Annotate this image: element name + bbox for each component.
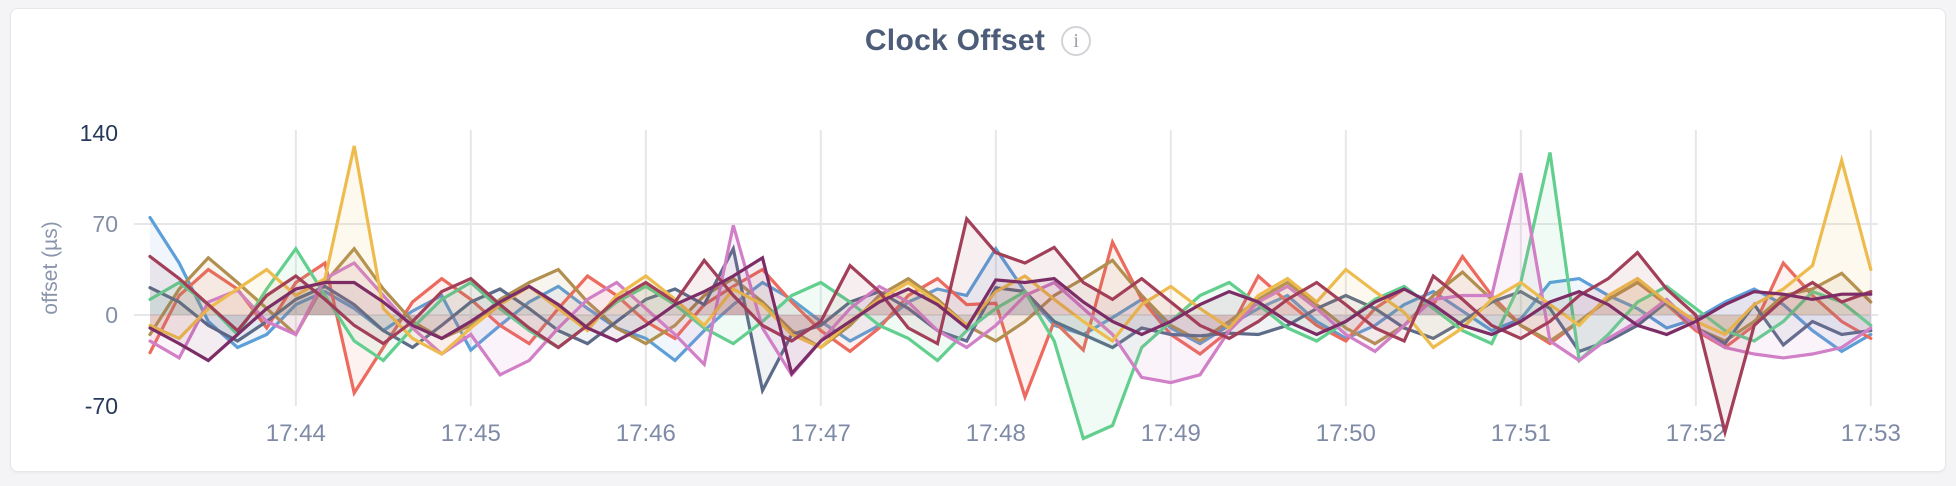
series-line-series-4-slate	[148, 243, 1873, 396]
x-tick-label: 17:52	[1666, 420, 1726, 447]
x-tick-label: 17:53	[1841, 420, 1901, 447]
y-tick-label: 140	[80, 120, 118, 146]
x-tick-label: 17:48	[966, 420, 1026, 447]
series-area-series-9-plum	[150, 257, 1871, 374]
series-area-series-2-salmon	[150, 242, 1871, 397]
series-area-series-5-green	[150, 152, 1871, 439]
series-area-series-8-maroon	[150, 218, 1871, 432]
x-tick-label: 17:44	[266, 420, 326, 447]
x-tick-label: 17:45	[441, 420, 501, 447]
chart-title: Clock Offset	[864, 24, 1046, 57]
y-tick-label: -70	[85, 393, 118, 419]
chart-header: Clock Offset i	[0, 24, 1956, 58]
series-area-series-7-gold	[150, 146, 1871, 354]
series-line-series-9-plum	[148, 255, 1873, 377]
y-tick-label: 70	[92, 211, 118, 237]
series-line-series-7-gold	[148, 145, 1873, 356]
x-tick-label: 17:46	[616, 420, 676, 447]
x-tick-label: 17:47	[791, 420, 851, 447]
x-tick-label: 17:51	[1491, 420, 1551, 447]
y-axis-title: offset (µs)	[39, 221, 62, 314]
y-tick-label: 0	[105, 302, 118, 328]
series-area-series-6-orchid	[150, 173, 1871, 383]
x-tick-label: 17:50	[1316, 420, 1376, 447]
series-area-series-3-khaki	[150, 248, 1871, 348]
info-icon[interactable]: i	[1061, 26, 1092, 56]
x-tick-label: 17:49	[1141, 420, 1201, 447]
